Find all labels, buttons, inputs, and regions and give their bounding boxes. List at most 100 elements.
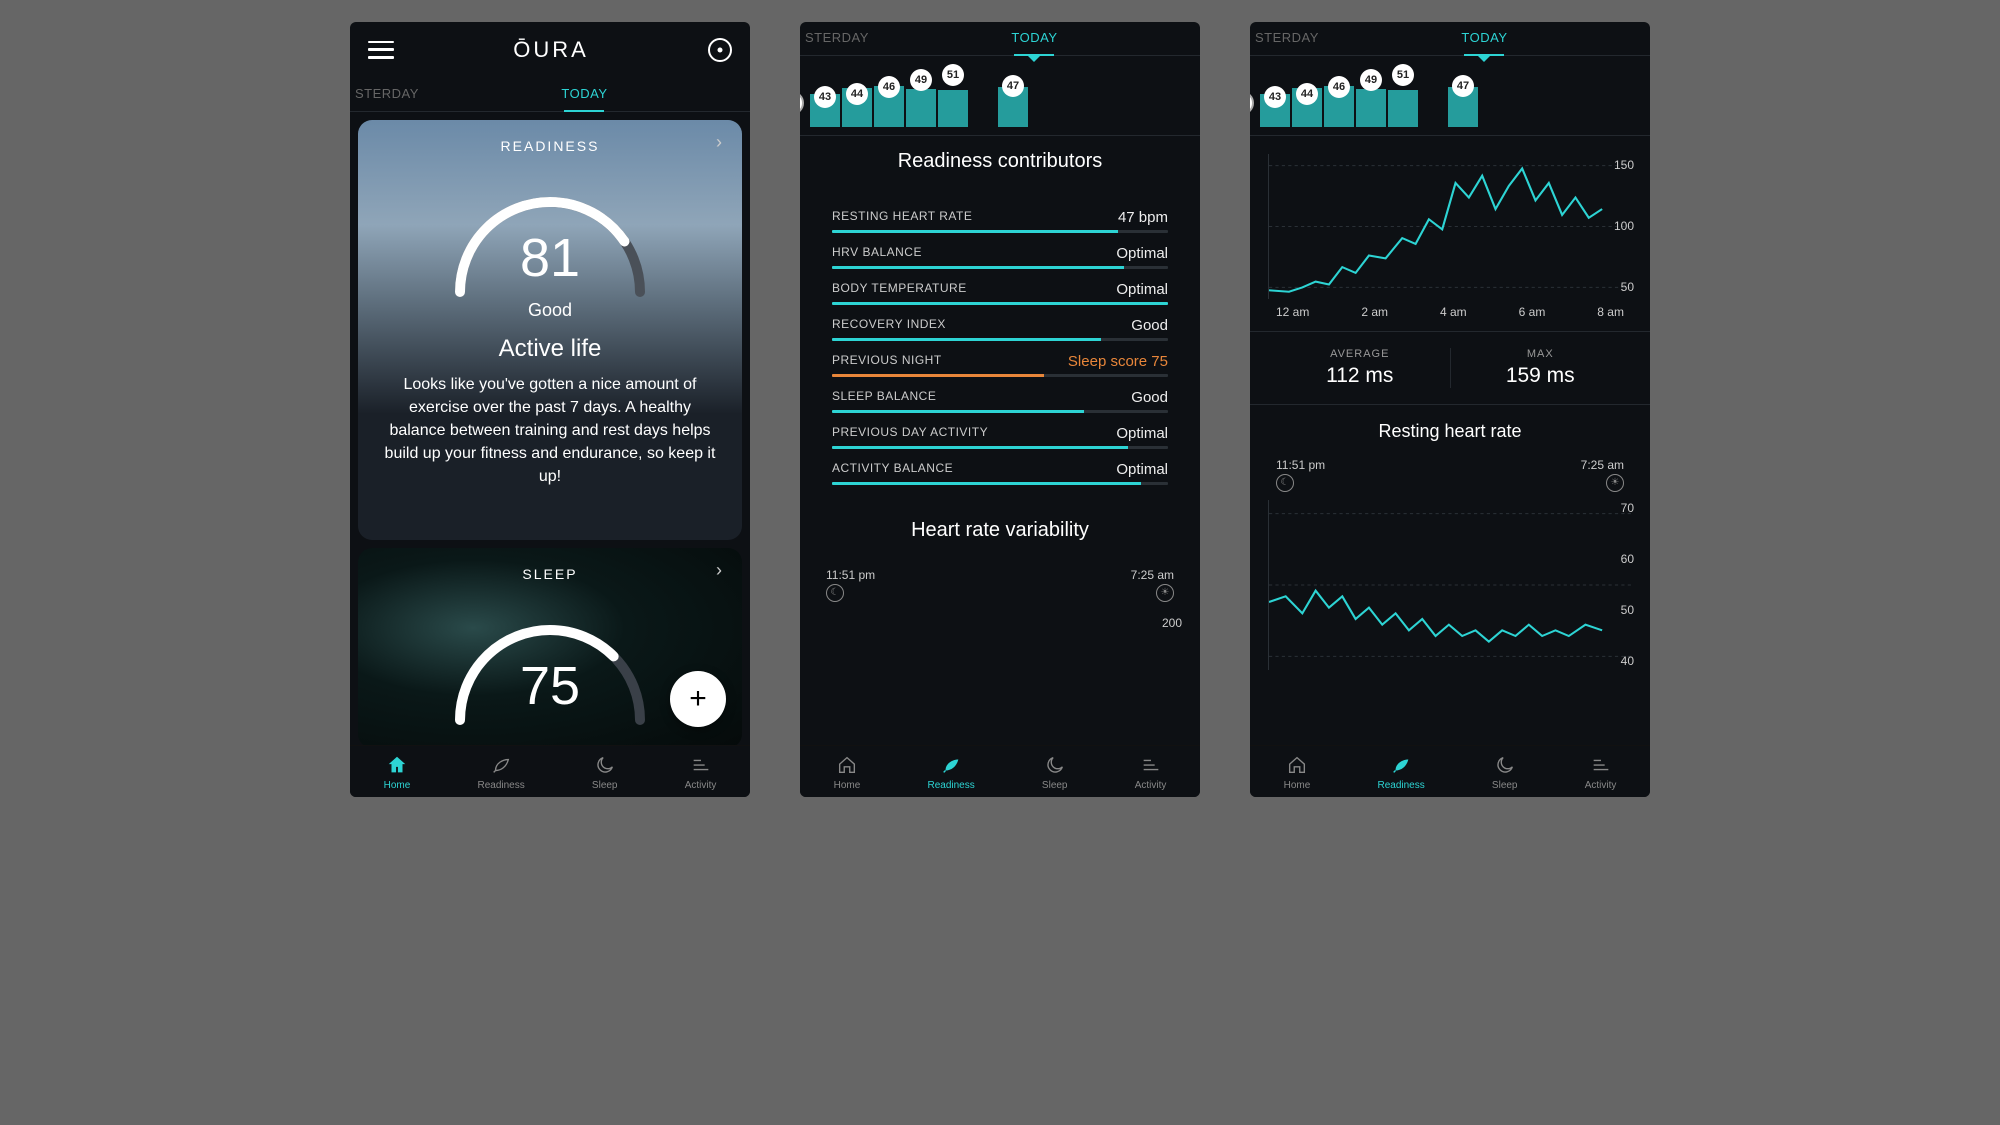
bottom-nav: Home Readiness Sleep Activity <box>350 745 750 797</box>
bottom-nav: Home Readiness Sleep Activity <box>800 745 1200 797</box>
top-bar: ŌURA <box>350 22 750 78</box>
contributor-value: Good <box>1131 389 1168 406</box>
moon-icon <box>1494 754 1516 776</box>
bar-value: 43 <box>814 86 836 108</box>
nav-readiness[interactable]: Readiness <box>927 754 974 791</box>
contributor-row: PREVIOUS DAY ACTIVITY Optimal <box>832 425 1168 442</box>
brand-logo: ŌURA <box>513 37 589 63</box>
readiness-scroll[interactable]: Readiness contributors RESTING HEART RAT… <box>800 136 1200 745</box>
y-tick: 40 <box>1621 654 1634 668</box>
bar-value: 49 <box>910 69 932 91</box>
week-bar[interactable]: 51 <box>1388 90 1418 127</box>
nav-activity[interactable]: Activity <box>1135 754 1167 791</box>
stat-label: MAX <box>1451 348 1631 360</box>
contributor-bar <box>832 446 1168 449</box>
y-tick: 70 <box>1621 501 1634 515</box>
x-tick: 4 am <box>1440 305 1467 319</box>
phone-screen-home: ŌURA STERDAY TODAY › READINESS 81 Good A… <box>350 22 750 797</box>
activity-icon <box>1140 754 1162 776</box>
sleep-title: SLEEP <box>376 566 724 582</box>
nav-activity[interactable]: Activity <box>685 754 717 791</box>
week-bar[interactable]: 49 <box>906 89 936 127</box>
week-bar[interactable]: 43 <box>810 94 840 127</box>
contributor-row: SLEEP BALANCEGood <box>832 389 1168 406</box>
week-bar[interactable]: 47 <box>1448 87 1478 126</box>
contributor-value: Sleep score 75 <box>1068 353 1168 370</box>
week-bar[interactable]: 46 <box>874 86 904 127</box>
week-bar[interactable]: 44 <box>1292 88 1322 126</box>
contributor-label: RESTING HEART RATE <box>832 209 972 226</box>
tab-today[interactable]: TODAY <box>561 78 607 111</box>
contributor-value: Optimal <box>1116 281 1168 298</box>
bar-value: 47 <box>1002 75 1024 97</box>
nav-label: Sleep <box>592 780 618 791</box>
moon-icon <box>1044 754 1066 776</box>
contributors-list: RESTING HEART RATE47 bpmHRV BALANCEOptim… <box>800 187 1200 505</box>
hrv-scroll[interactable]: 150 100 50 12 am 2 am 4 am 6 am 8 am AVE… <box>1250 136 1650 745</box>
add-button[interactable]: + <box>670 671 726 727</box>
tab-today[interactable]: TODAY <box>1461 22 1507 55</box>
tab-yesterday[interactable]: STERDAY <box>350 78 419 111</box>
contributor-bar <box>832 266 1168 269</box>
sun-icon: ☀ <box>1606 474 1624 492</box>
x-tick: 2 am <box>1361 305 1388 319</box>
nav-readiness[interactable]: Readiness <box>1377 754 1424 791</box>
tab-today[interactable]: TODAY <box>1011 22 1057 55</box>
tab-yesterday[interactable]: STERDAY <box>1250 22 1319 55</box>
contributor-value: Optimal <box>1116 245 1168 262</box>
week-bar[interactable]: 51 <box>938 90 968 127</box>
readiness-card[interactable]: › READINESS 81 Good Active life Looks li… <box>358 120 742 540</box>
sleep-score: 75 <box>430 655 670 717</box>
bar-value: 46 <box>1328 76 1350 98</box>
contributor-bar <box>832 374 1168 377</box>
week-bar[interactable]: 46 <box>1324 86 1354 127</box>
contributor-row: PREVIOUS NIGHTSleep score 75 <box>832 353 1168 370</box>
contributor-label: BODY TEMPERATURE <box>832 281 967 298</box>
chart-end: 7:25 am <box>1131 568 1174 582</box>
nav-label: Readiness <box>477 780 524 791</box>
nav-sleep[interactable]: Sleep <box>1492 754 1518 791</box>
nav-activity[interactable]: Activity <box>1585 754 1617 791</box>
week-bars: 434446495147 <box>800 56 1200 136</box>
bar-value: 44 <box>1296 83 1318 105</box>
nav-readiness[interactable]: Readiness <box>477 754 524 791</box>
ring-icon[interactable] <box>708 38 732 62</box>
bar-value: 46 <box>878 76 900 98</box>
contributor-label: RECOVERY INDEX <box>832 317 946 334</box>
bar-value: 51 <box>1392 64 1414 86</box>
stat-value: 112 ms <box>1270 364 1450 388</box>
week-bar[interactable]: 49 <box>1356 89 1386 127</box>
nav-label: Activity <box>1135 780 1167 791</box>
moon-icon: ☾ <box>826 584 844 602</box>
contributor-label: PREVIOUS DAY ACTIVITY <box>832 425 988 442</box>
week-bar[interactable]: 43 <box>1260 94 1290 127</box>
contributor-value: Optimal <box>1116 425 1168 442</box>
contributor-value: Optimal <box>1116 461 1168 478</box>
x-tick: 12 am <box>1276 305 1309 319</box>
contributor-bar <box>832 302 1168 305</box>
nav-label: Home <box>384 780 411 791</box>
nav-label: Home <box>1284 780 1311 791</box>
insight-body: Looks like you've gotten a nice amount o… <box>376 373 724 489</box>
nav-home[interactable]: Home <box>384 754 411 791</box>
menu-icon[interactable] <box>368 41 394 59</box>
contributor-value: Good <box>1131 317 1168 334</box>
leaf-icon <box>1390 754 1412 776</box>
contributors-title: Readiness contributors <box>800 136 1200 187</box>
nav-home[interactable]: Home <box>1284 754 1311 791</box>
nav-label: Activity <box>1585 780 1617 791</box>
tab-yesterday[interactable]: STERDAY <box>800 22 869 55</box>
bar-value: 49 <box>1360 69 1382 91</box>
nav-home[interactable]: Home <box>834 754 861 791</box>
hrv-y-label: 200 <box>800 616 1200 630</box>
y-tick: 100 <box>1614 219 1634 233</box>
nav-sleep[interactable]: Sleep <box>592 754 618 791</box>
week-bar[interactable]: 44 <box>842 88 872 126</box>
sun-icon: ☀ <box>1156 584 1174 602</box>
week-bar[interactable]: 47 <box>998 87 1028 126</box>
y-tick: 50 <box>1621 603 1634 617</box>
home-icon <box>386 754 408 776</box>
nav-sleep[interactable]: Sleep <box>1042 754 1068 791</box>
rhr-title: Resting heart rate <box>1250 405 1650 446</box>
home-scroll[interactable]: › READINESS 81 Good Active life Looks li… <box>350 112 750 745</box>
